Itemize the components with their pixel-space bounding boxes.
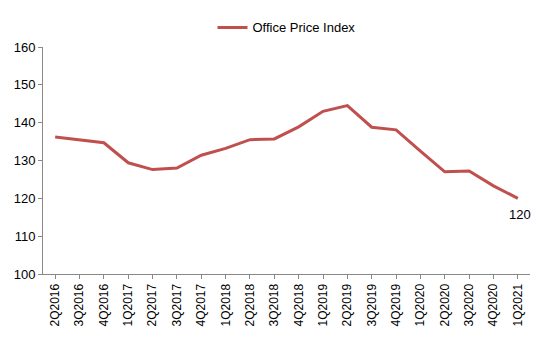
svg-text:3Q2016: 3Q2016: [72, 283, 86, 326]
svg-text:4Q2020: 4Q2020: [486, 283, 500, 326]
svg-text:150: 150: [14, 77, 36, 92]
svg-text:4Q2017: 4Q2017: [194, 283, 208, 326]
svg-text:110: 110: [15, 229, 36, 244]
svg-text:3Q2018: 3Q2018: [267, 283, 281, 326]
svg-text:120: 120: [509, 207, 531, 222]
svg-text:1Q2019: 1Q2019: [316, 283, 330, 326]
svg-text:3Q2019: 3Q2019: [365, 283, 379, 326]
svg-text:130: 130: [14, 153, 36, 168]
svg-text:2Q2020: 2Q2020: [438, 283, 452, 326]
svg-text:2Q2018: 2Q2018: [243, 283, 257, 326]
svg-text:2Q2016: 2Q2016: [48, 283, 62, 326]
svg-text:140: 140: [14, 115, 36, 130]
svg-text:3Q2020: 3Q2020: [462, 283, 476, 326]
svg-text:2Q2017: 2Q2017: [145, 283, 159, 326]
svg-text:160: 160: [14, 40, 36, 55]
svg-text:1Q2017: 1Q2017: [121, 283, 135, 326]
svg-text:1Q2018: 1Q2018: [219, 283, 233, 326]
svg-text:1Q2021: 1Q2021: [511, 283, 525, 326]
svg-text:120: 120: [14, 191, 36, 206]
svg-text:4Q2018: 4Q2018: [292, 283, 306, 326]
svg-text:3Q2017: 3Q2017: [170, 283, 184, 326]
svg-text:2Q2019: 2Q2019: [340, 283, 354, 326]
svg-text:4Q2016: 4Q2016: [97, 283, 111, 326]
svg-text:Office Price Index: Office Price Index: [253, 20, 356, 35]
svg-text:1Q2020: 1Q2020: [413, 283, 427, 326]
svg-text:4Q2019: 4Q2019: [389, 283, 403, 326]
svg-text:100: 100: [14, 267, 36, 282]
